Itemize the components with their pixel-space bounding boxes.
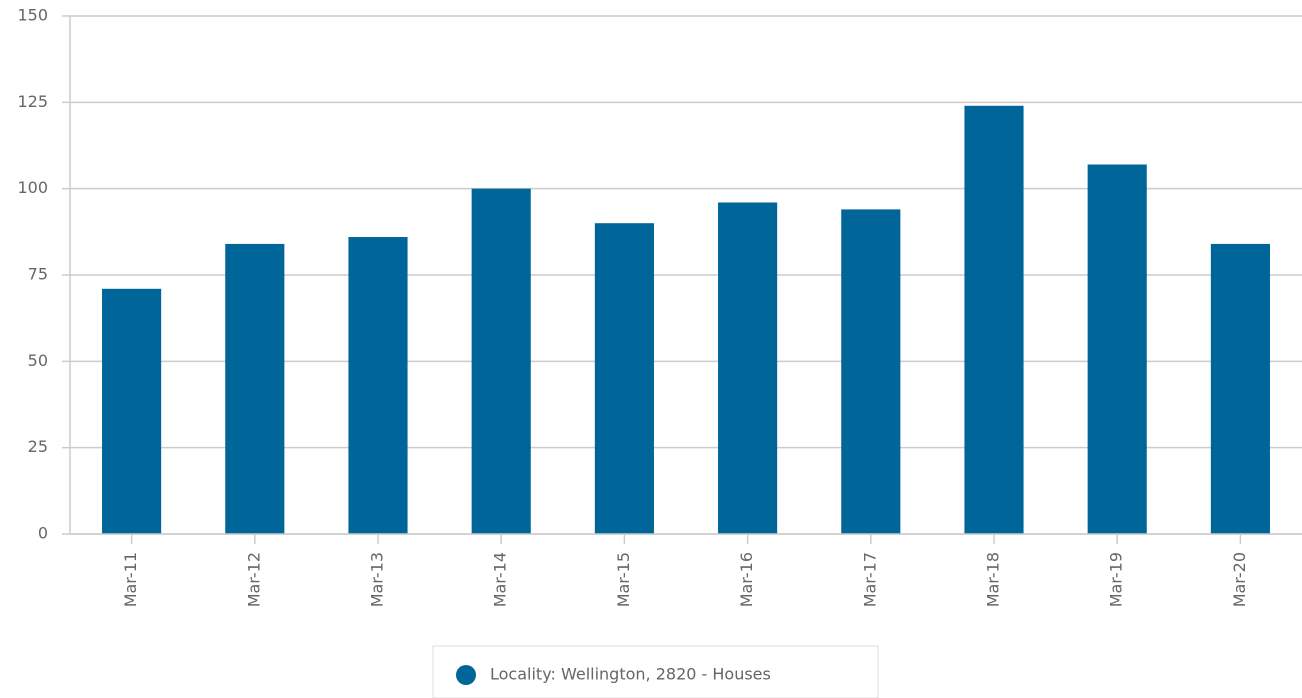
x-tick-label: Mar-15 (614, 552, 633, 607)
y-tick-label: 25 (28, 437, 48, 456)
bar (225, 243, 285, 535)
x-tick-label: Mar-16 (737, 552, 756, 607)
bar (964, 105, 1024, 534)
bar (718, 202, 778, 535)
y-tick-label: 100 (17, 178, 48, 197)
x-tick-label: Mar-14 (491, 552, 510, 607)
bar (348, 237, 408, 534)
legend-marker (456, 665, 476, 685)
bar (471, 188, 531, 534)
x-tick-label: Mar-13 (368, 552, 387, 607)
y-tick-label: 125 (17, 92, 48, 111)
legend-box (432, 645, 879, 698)
bar (1210, 243, 1270, 535)
legend-label: Locality: Wellington, 2820 - Houses (490, 665, 771, 684)
x-tick-label: Mar-12 (244, 552, 263, 607)
x-tick-label: Mar-19 (1107, 552, 1126, 607)
bar (102, 288, 162, 534)
x-tick-label: Mar-20 (1230, 552, 1249, 607)
x-tick-label: Mar-17 (860, 552, 879, 607)
x-tick-label: Mar-11 (121, 552, 140, 607)
y-tick-label: 50 (28, 351, 48, 370)
x-tick-label: Mar-18 (984, 552, 1003, 607)
y-tick-label: 150 (17, 6, 48, 25)
bar (594, 223, 654, 534)
bar (841, 209, 901, 535)
y-tick-label: 0 (38, 524, 48, 543)
bar (1087, 164, 1147, 534)
y-tick-label: 75 (28, 265, 48, 284)
